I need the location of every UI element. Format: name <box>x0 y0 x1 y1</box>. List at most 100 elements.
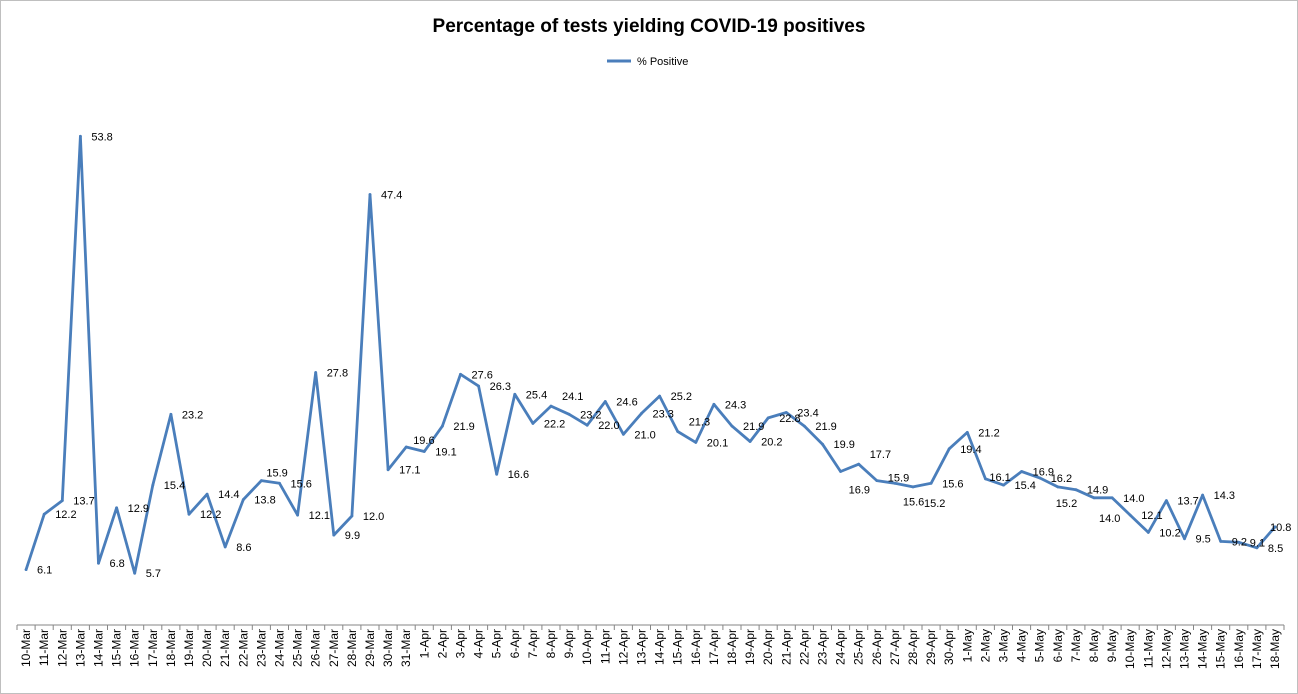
x-tick-label-2-May: 2-May <box>978 629 992 662</box>
data-point-15-Mar <box>115 506 118 510</box>
data-point-29-Apr <box>929 481 933 485</box>
data-point-16-Apr <box>694 441 698 444</box>
data-label-19-Apr: 20.2 <box>761 437 782 449</box>
data-label-27-Mar: 9.9 <box>345 530 360 542</box>
x-tick-label-29-Mar: 29-Mar <box>363 629 377 667</box>
data-label-24-Apr: 16.9 <box>849 485 870 497</box>
x-tick-label-17-Apr: 17-Apr <box>707 629 721 665</box>
data-point-28-Apr <box>911 485 915 489</box>
data-label-15-Mar: 12.9 <box>128 503 149 515</box>
data-label-11-Mar: 12.2 <box>55 509 76 521</box>
x-tick-label-23-Mar: 23-Mar <box>254 629 268 667</box>
x-tick-label-8-Apr: 8-Apr <box>544 629 558 658</box>
x-tick-label-11-Apr: 11-Apr <box>598 629 612 664</box>
data-point-3-Apr <box>459 372 462 376</box>
data-label-31-Mar: 19.6 <box>413 435 434 447</box>
data-point-17-Apr <box>712 402 716 406</box>
data-label-22-Apr: 21.9 <box>815 421 836 433</box>
data-label-19-Mar: 12.2 <box>200 509 221 521</box>
data-labels: 6.112.213.753.86.812.95.715.423.212.214.… <box>37 131 1291 580</box>
x-tick-label-30-Mar: 30-Mar <box>381 629 395 667</box>
data-point-3-May <box>1002 483 1005 487</box>
data-point-22-Apr <box>803 424 806 428</box>
data-label-17-May: 8.5 <box>1268 543 1283 555</box>
x-tick-label-18-Apr: 18-Apr <box>725 629 739 665</box>
data-label-28-Mar: 12.0 <box>363 511 384 523</box>
data-point-14-Mar <box>97 561 100 565</box>
x-tick-label-4-May: 4-May <box>1015 629 1029 662</box>
data-label-26-Apr: 15.9 <box>888 473 909 485</box>
data-point-6-Apr <box>513 392 517 396</box>
chart-title: Percentage of tests yielding COVID-19 po… <box>433 16 866 37</box>
data-point-7-Apr <box>531 422 535 425</box>
data-point-25-Mar <box>296 513 299 517</box>
data-point-31-Mar <box>404 445 408 449</box>
data-point-4-Apr <box>477 384 480 388</box>
data-point-8-May <box>1092 496 1096 500</box>
data-label-13-May: 9.5 <box>1196 534 1211 546</box>
x-tick-label-16-Mar: 16-Mar <box>128 629 142 667</box>
x-tick-label-12-May: 12-May <box>1159 629 1173 669</box>
x-tick-label-1-May: 1-May <box>960 629 974 662</box>
data-point-5-May <box>1038 476 1042 480</box>
data-label-29-Mar: 47.4 <box>381 190 402 202</box>
data-point-12-Mar <box>60 499 64 502</box>
x-tick-label-22-Apr: 22-Apr <box>797 629 811 665</box>
x-tick-label-18-Mar: 18-Mar <box>164 629 178 667</box>
x-tick-label-16-Apr: 16-Apr <box>689 629 703 665</box>
x-tick-label-25-Mar: 25-Mar <box>291 629 305 667</box>
data-label-18-May: 10.8 <box>1270 522 1291 534</box>
data-point-7-May <box>1074 488 1078 492</box>
data-point-14-May <box>1201 493 1204 497</box>
x-tick-label-20-Apr: 20-Apr <box>761 629 775 665</box>
x-tick-label-9-May: 9-May <box>1105 629 1119 662</box>
data-label-24-Mar: 15.6 <box>291 478 312 490</box>
data-label-2-May: 16.1 <box>989 472 1010 484</box>
data-label-20-Apr: 22.8 <box>779 413 800 425</box>
data-point-9-May <box>1110 496 1114 500</box>
data-point-21-Apr <box>784 411 788 414</box>
x-tick-label-15-Mar: 15-Mar <box>110 629 124 667</box>
data-point-12-May <box>1165 499 1168 502</box>
x-tick-label-29-Apr: 29-Apr <box>924 629 938 665</box>
data-label-21-Apr: 23.4 <box>797 408 818 420</box>
data-point-23-Mar <box>260 479 263 482</box>
data-point-6-May <box>1056 485 1060 489</box>
x-tick-label-15-May: 15-May <box>1214 629 1228 669</box>
data-point-11-Mar <box>42 512 46 516</box>
x-axis: 10-Mar 11-Mar 12-Mar 13-Mar 14-Mar 15-Mar 16-M… <box>16 624 1285 669</box>
data-label-30-Apr: 19.4 <box>960 444 981 456</box>
x-tick-label-13-Mar: 13-Mar <box>73 629 87 667</box>
data-point-28-Mar <box>350 514 354 518</box>
x-tick-label-25-Apr: 25-Apr <box>852 629 866 665</box>
data-point-29-Mar <box>368 193 372 196</box>
data-label-12-Mar: 13.7 <box>73 496 94 508</box>
data-label-6-May: 15.2 <box>1056 498 1077 510</box>
data-point-18-Mar <box>169 412 173 416</box>
x-tick-label-8-May: 8-May <box>1087 629 1101 662</box>
x-tick-label-2-Apr: 2-Apr <box>435 629 449 658</box>
data-label-13-Apr: 23.3 <box>653 408 674 420</box>
data-label-15-Apr: 21.3 <box>689 417 710 429</box>
series-line-positive <box>24 134 1277 575</box>
data-point-9-Apr <box>567 412 571 416</box>
x-tick-label-24-Mar: 24-Mar <box>273 629 287 667</box>
data-label-28-Apr: 15.2 <box>924 498 945 510</box>
data-point-20-Mar <box>205 492 209 496</box>
data-point-30-Mar <box>386 468 390 472</box>
data-point-13-May <box>1183 537 1186 541</box>
data-label-22-Mar: 13.8 <box>254 495 275 507</box>
data-label-3-Apr: 27.6 <box>472 369 493 381</box>
data-label-25-Apr: 17.7 <box>870 449 891 461</box>
x-tick-label-11-Mar: 11-Mar <box>37 629 51 666</box>
data-label-5-May: 16.2 <box>1051 473 1072 485</box>
data-point-26-Apr <box>875 479 879 482</box>
data-label-7-Apr: 22.2 <box>544 418 565 430</box>
data-label-7-May: 14.9 <box>1087 485 1108 497</box>
x-tick-label-10-Apr: 10-Apr <box>580 629 594 665</box>
data-label-1-Apr: 19.1 <box>435 447 456 459</box>
data-point-25-Apr <box>857 462 861 466</box>
x-tick-label-26-Apr: 26-Apr <box>870 629 884 665</box>
x-tick-label-3-Apr: 3-Apr <box>454 629 468 658</box>
